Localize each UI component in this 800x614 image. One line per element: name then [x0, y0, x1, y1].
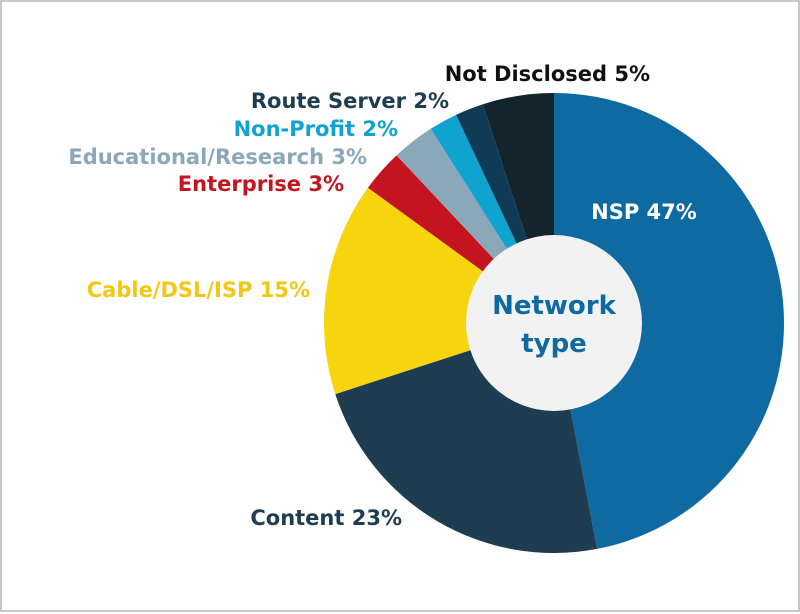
donut-center-hole [466, 235, 642, 411]
label-cable-dsl-isp: Cable/DSL/ISP 15% [87, 278, 310, 302]
slice-cable-dsl-isp [324, 187, 554, 395]
label-content: Content 23% [250, 506, 402, 530]
center-label-line-2: type [521, 329, 587, 359]
slice-labels: NSP 47% Content 23% Cable/DSL/ISP 15% Enter… [68, 62, 696, 530]
label-non-profit: Non-Profit 2% [234, 117, 398, 141]
label-nsp: NSP 47% [591, 200, 697, 224]
slice-nsp [554, 93, 785, 549]
center-label-line-1: Network [492, 291, 617, 321]
label-not-disclosed: Not Disclosed 5% [445, 62, 650, 86]
label-enterprise: Enterprise 3% [178, 172, 344, 196]
label-route-server: Route Server 2% [251, 89, 449, 113]
label-educational-research: Educational/Research 3% [68, 145, 367, 169]
